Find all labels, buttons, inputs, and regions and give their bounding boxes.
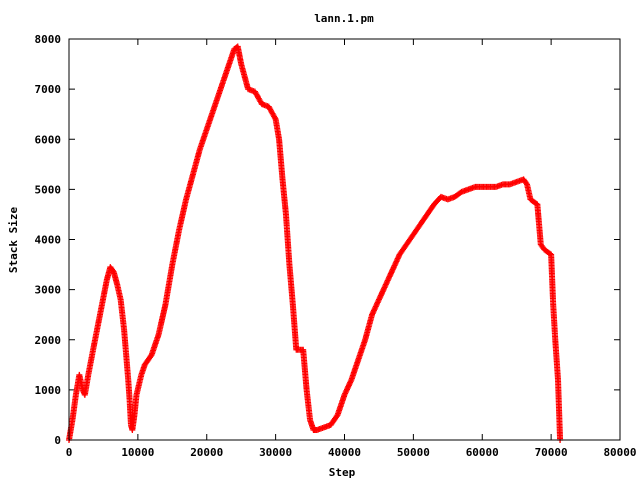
x-tick-label: 60000 [466,446,499,459]
x-axis-label: Step [329,466,356,479]
y-tick-label: 3000 [35,284,62,297]
data-point [523,180,530,187]
y-tick-label: 1000 [35,384,62,397]
y-tick-label: 6000 [35,133,62,146]
x-tick-label: 70000 [535,446,568,459]
x-tick-label: 0 [66,446,73,459]
x-tick-label: 10000 [121,446,154,459]
plot-frame [68,38,621,441]
y-tick-label: 2000 [35,334,62,347]
y-tick-label: 4000 [35,234,62,247]
x-tick-label: 40000 [328,446,361,459]
y-tick-label: 8000 [35,33,62,46]
y-tick-label: 7000 [35,83,62,96]
x-tick-label: 80000 [603,446,636,459]
y-axis-label: Stack Size [7,207,20,274]
chart-title: lann.1.pm [314,12,374,25]
x-tick-label: 30000 [259,446,292,459]
data-series [66,43,564,443]
y-tick-label: 0 [54,434,61,447]
x-tick-label: 20000 [190,446,223,459]
x-tick-label: 50000 [397,446,430,459]
y-tick-label: 5000 [35,183,62,196]
axis-ticks: 0 10000 20000 30000 40000 50000 60000 70000 8000… [35,33,637,459]
